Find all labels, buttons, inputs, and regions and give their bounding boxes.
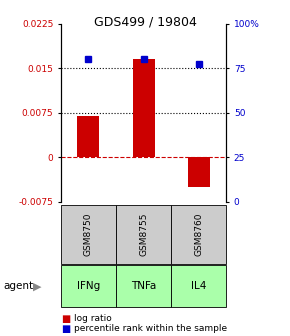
Text: percentile rank within the sample: percentile rank within the sample — [74, 324, 227, 333]
Text: ■: ■ — [61, 324, 70, 334]
Bar — [188, 157, 210, 187]
Text: TNFa: TNFa — [131, 282, 156, 291]
Text: ▶: ▶ — [33, 282, 42, 291]
Bar — [133, 59, 155, 157]
Text: GDS499 / 19804: GDS499 / 19804 — [94, 15, 196, 28]
Text: GSM8760: GSM8760 — [194, 213, 203, 256]
Text: GSM8750: GSM8750 — [84, 213, 93, 256]
Bar — [77, 116, 99, 157]
Text: IFNg: IFNg — [77, 282, 100, 291]
Text: agent: agent — [3, 282, 33, 291]
Text: IL4: IL4 — [191, 282, 206, 291]
Text: GSM8755: GSM8755 — [139, 213, 148, 256]
Text: ■: ■ — [61, 313, 70, 324]
Text: log ratio: log ratio — [74, 314, 112, 323]
